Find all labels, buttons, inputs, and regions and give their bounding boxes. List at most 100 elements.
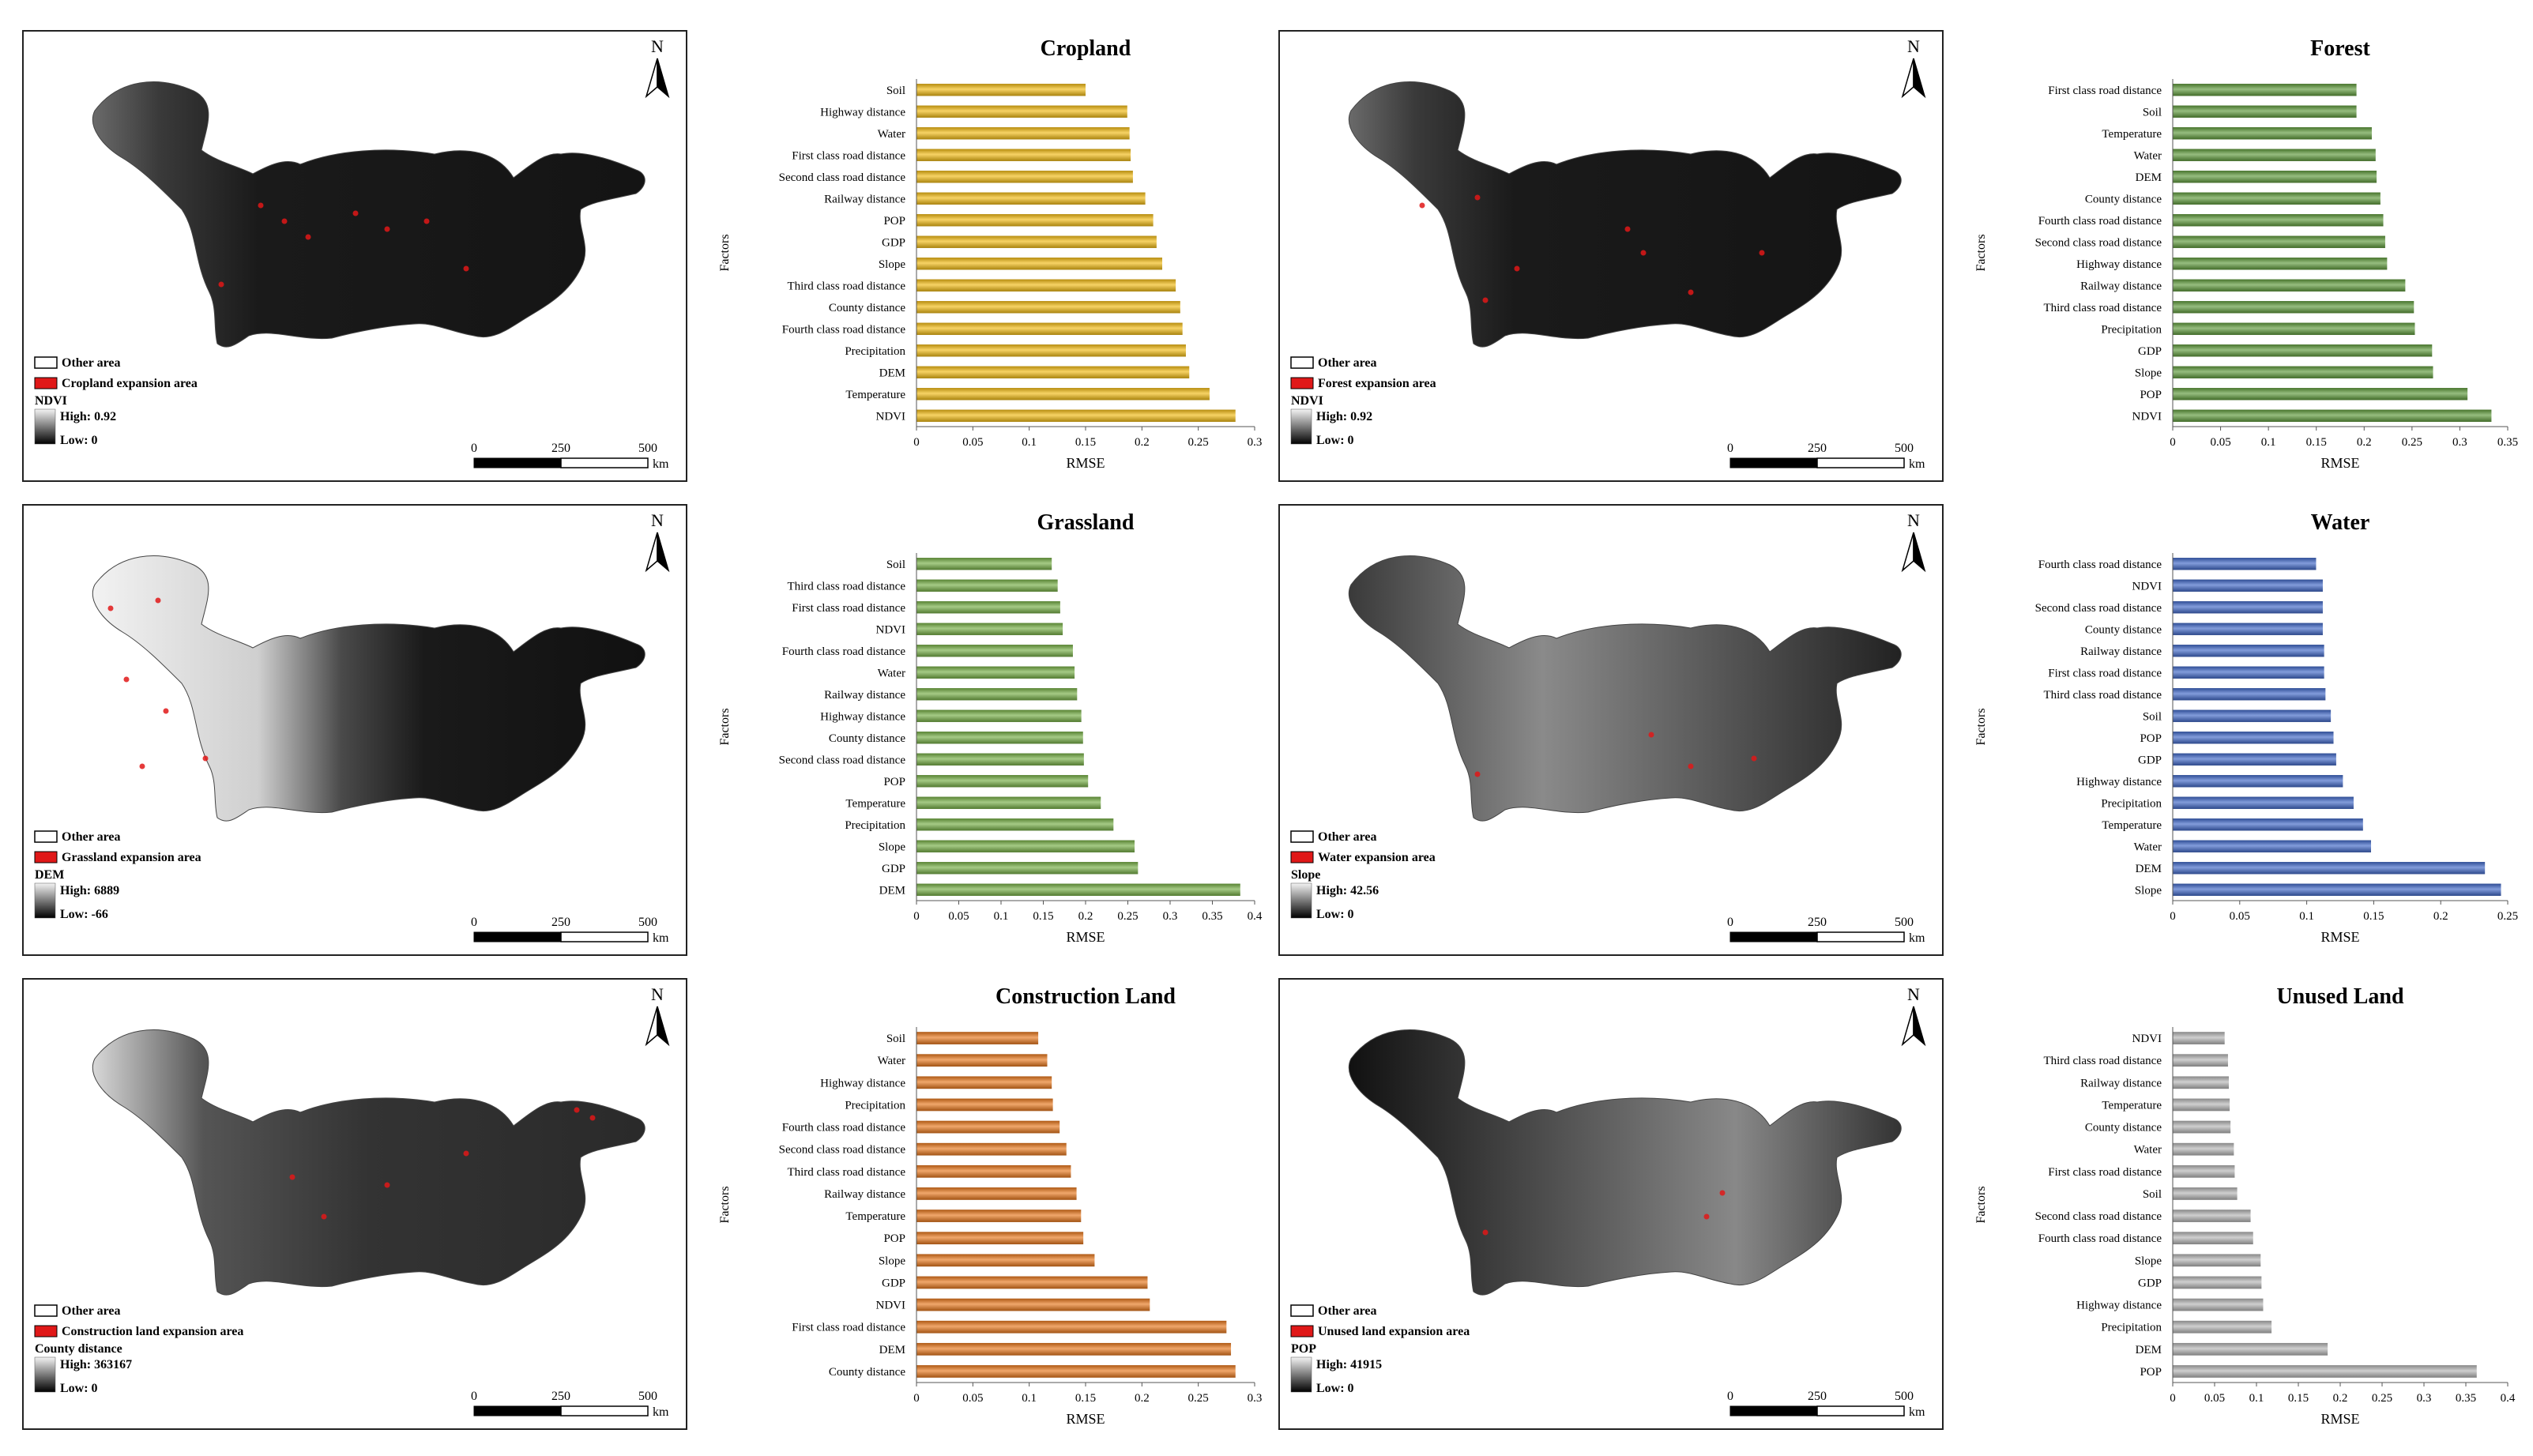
chart-title: Water [2311,510,2370,535]
y-axis-label: Factors [718,234,732,271]
scale-bar-black [473,457,562,468]
bar [2173,1254,2261,1267]
category-label: Fourth class road distance [782,645,906,658]
x-tick-label: 0.05 [962,436,983,449]
x-tick-label: 0.3 [1163,910,1178,923]
bar [916,1120,1060,1134]
category-label: Water [2134,841,2162,853]
category-label: Precipitation [845,345,905,358]
scale-unit-label: km [653,931,669,945]
bar [2173,1298,2264,1311]
map-panel-grassland: N Other area Grassland expansion area DEM Hi… [22,504,687,956]
category-label: Railway distance [824,689,905,702]
map-panel-forest: N Other area Forest expansion area NDVI High… [1278,30,1944,482]
legend-other-label: Other area [1318,830,1377,844]
category-label: County distance [2085,1122,2162,1134]
x-tick-label: 0.1 [994,910,1009,923]
bar [2173,258,2388,270]
bar [2173,105,2357,118]
bar [916,1142,1067,1156]
bar [2173,796,2354,809]
bar [2173,1210,2251,1222]
legend-layer-title: Slope [1291,868,1320,882]
category-label: Third class road distance [2043,1055,2162,1067]
legend-layer-title: County distance [35,1342,122,1356]
bar [916,258,1163,270]
bar [2173,366,2433,378]
map-svg: N Other area Grassland expansion area DEM Hi… [34,510,670,945]
category-label: Second class road distance [779,171,906,184]
category-label: GDP [882,1277,905,1289]
study-region [92,1029,645,1296]
x-tick-label: 0 [913,436,920,449]
category-label: Slope [2135,1255,2162,1267]
x-tick-label: 0.05 [2204,1392,2225,1405]
category-label: POP [2140,1366,2162,1379]
expansion-spot [1751,755,1757,762]
north-arrow-icon [1913,532,1926,573]
y-axis-label: Factors [1974,1186,1988,1223]
legend-expansion-swatch [1290,377,1314,389]
category-label: GDP [882,236,905,249]
bar [2173,1320,2272,1334]
bar [916,344,1186,357]
category-label: Third class road distance [787,280,905,292]
bar [2173,753,2336,766]
bar [916,1187,1077,1200]
expansion-spot [574,1107,580,1113]
bar [2173,883,2501,896]
expansion-spot [352,210,359,216]
category-label: DEM [879,884,905,897]
x-axis-label: RMSE [2320,929,2359,945]
category-label: NDVI [876,1300,906,1312]
legend-expansion-label: Forest expansion area [1318,377,1436,390]
bar [916,235,1157,248]
x-tick-label: 0.25 [1188,436,1209,449]
scale-bar-white [560,457,649,468]
category-label: Slope [879,258,906,271]
bar [2173,1054,2228,1067]
bar [2173,775,2343,788]
legend-colorbar [1290,1356,1312,1393]
category-label: GDP [2138,754,2162,766]
bar [916,623,1063,635]
expansion-spot [155,597,161,604]
chart-title: Grassland [1037,510,1135,535]
category-label: Railway distance [824,193,905,205]
legend-expansion-label: Grassland expansion area [62,851,201,864]
legend-high-label: High: 41915 [1316,1358,1382,1371]
bar [916,1054,1048,1067]
legend-other-swatch [34,1304,58,1317]
legend-layer-title: NDVI [1291,394,1323,408]
category-label: First class road distance [2048,667,2162,679]
category-label: Precipitation [845,1099,905,1112]
bar [916,149,1131,161]
bar [916,1232,1084,1245]
bar [2173,409,2492,422]
bar [2173,688,2326,701]
x-tick-label: 0.25 [1117,910,1138,923]
category-label: Highway distance [2076,1300,2162,1312]
expansion-spot [321,1213,327,1220]
legend-other-swatch [1290,830,1314,843]
scale-bar-white [560,931,649,942]
bar [2173,601,2323,614]
legend-low-label: Low: 0 [60,1382,98,1395]
scale-tick-label: 500 [1895,916,1914,929]
x-tick-label: 0.25 [2497,910,2518,923]
expansion-spot [1624,226,1631,232]
scale-unit-label: km [653,457,669,471]
bar [2173,623,2323,635]
category-label: First class road distance [2048,1166,2162,1179]
bar [2173,84,2357,96]
category-label: Soil [2143,1188,2162,1201]
category-label: NDVI [2132,410,2162,423]
x-tick-label: 0.3 [2417,1392,2432,1405]
category-label: County distance [829,302,905,314]
legend-low-label: Low: 0 [1316,908,1354,921]
category-label: DEM [879,367,905,379]
expansion-spot [1474,194,1481,201]
category-label: Third class road distance [2043,302,2162,314]
north-arrow-icon [1913,1006,1926,1047]
scale-tick-label: 0 [1727,442,1733,455]
